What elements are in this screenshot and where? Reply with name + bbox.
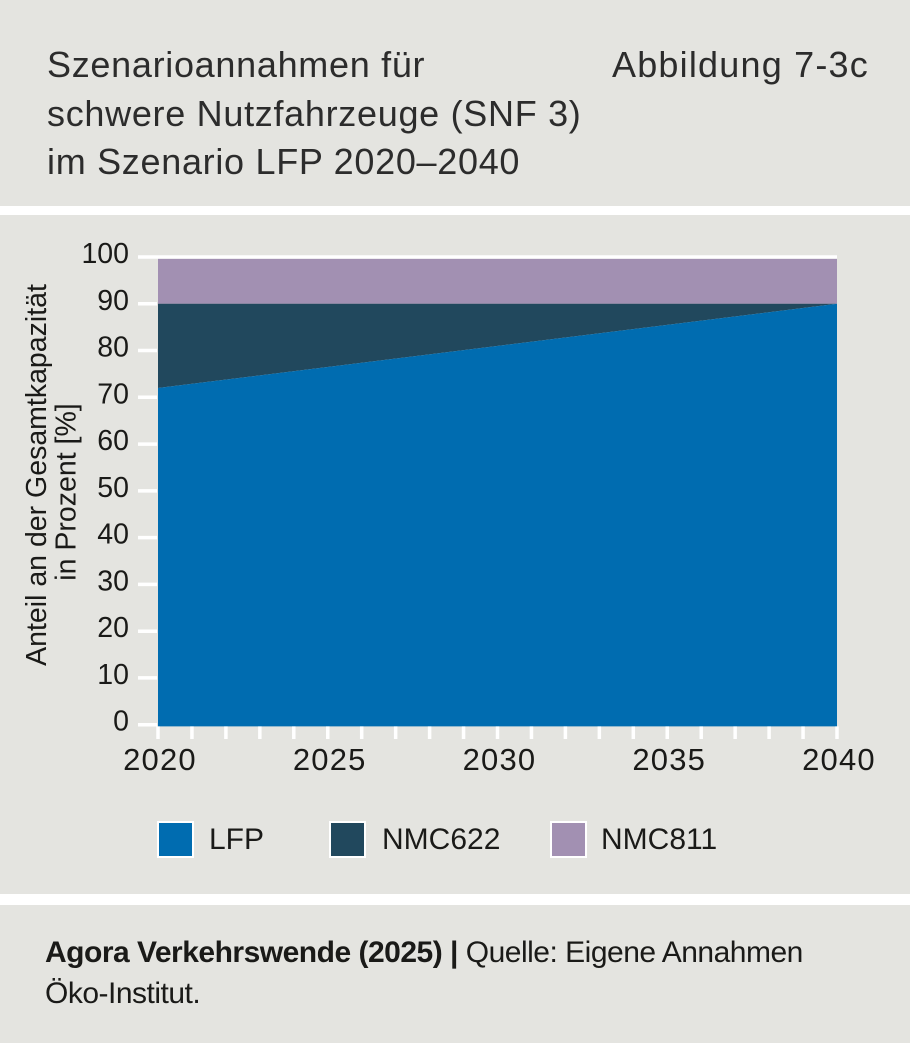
svg-text:60: 60 bbox=[97, 425, 129, 457]
svg-text:20: 20 bbox=[97, 612, 129, 644]
svg-text:30: 30 bbox=[97, 565, 129, 597]
svg-text:2030: 2030 bbox=[463, 742, 537, 777]
svg-text:2040: 2040 bbox=[802, 742, 876, 777]
svg-text:in Prozent [%]: in Prozent [%] bbox=[51, 403, 83, 580]
svg-text:0: 0 bbox=[113, 706, 129, 738]
svg-text:10: 10 bbox=[97, 659, 129, 691]
svg-text:100: 100 bbox=[81, 238, 129, 270]
svg-text:70: 70 bbox=[97, 378, 129, 410]
svg-text:2035: 2035 bbox=[632, 742, 706, 777]
svg-text:2025: 2025 bbox=[293, 742, 367, 777]
svg-text:2020: 2020 bbox=[123, 742, 197, 777]
svg-text:40: 40 bbox=[97, 519, 129, 551]
svg-text:50: 50 bbox=[97, 472, 129, 504]
svg-text:80: 80 bbox=[97, 332, 129, 364]
svg-text:90: 90 bbox=[97, 285, 129, 317]
svg-text:Anteil an der Gesamtkapazität: Anteil an der Gesamtkapazität bbox=[21, 284, 53, 666]
